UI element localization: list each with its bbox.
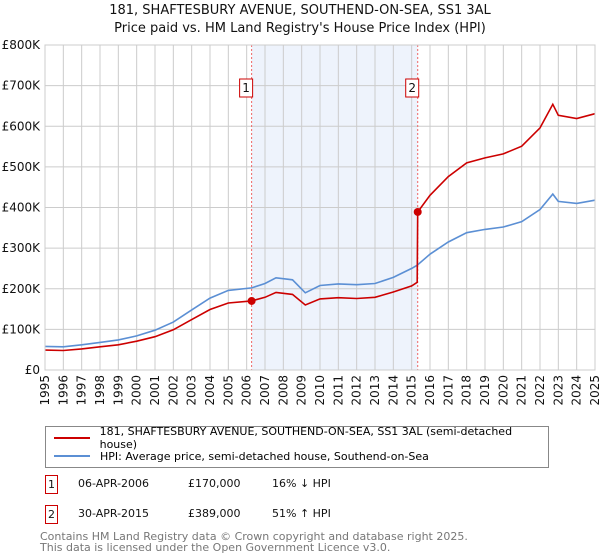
- legend-item-property: 181, SHAFTESBURY AVENUE, SOUTHEND-ON-SEA…: [54, 425, 548, 451]
- price-chart: 1995 1996 1997 1998 1999 2000 2001 2002 2003 2004…: [2, 38, 600, 406]
- transaction-hpi: 51% ↑ HPI: [272, 507, 331, 520]
- x-tick-label: 1999: [111, 375, 125, 406]
- chart-title: 181, SHAFTESBURY AVENUE, SOUTHEND-ON-SEA…: [109, 3, 491, 18]
- series-line: [44, 102, 596, 352]
- x-tick-label: 2018: [460, 375, 474, 406]
- x-tick-label: 2009: [295, 375, 309, 406]
- y-tick-label: £0: [25, 363, 40, 377]
- x-tick-label: 2022: [533, 375, 547, 406]
- y-tick-label: £400K: [2, 201, 42, 215]
- y-tick-label: £600K: [2, 119, 42, 133]
- footer-licence: This data is licensed under the Open Gov…: [40, 541, 391, 554]
- legend-label: 181, SHAFTESBURY AVENUE, SOUTHEND-ON-SEA…: [99, 425, 513, 451]
- x-tick-label: 2013: [368, 375, 382, 406]
- x-tick-label: 1998: [93, 375, 107, 406]
- transaction-date: 30-APR-2015: [78, 507, 150, 520]
- x-tick-label: 2021: [515, 375, 529, 406]
- footer-copyright: Contains HM Land Registry data © Crown c…: [40, 530, 468, 543]
- footer: Contains HM Land Registry data © Crown c…: [40, 531, 468, 553]
- x-tick-label: 2023: [551, 375, 565, 406]
- sale-label-border: [405, 78, 420, 98]
- y-tick-label: £300K: [2, 241, 42, 255]
- x-tick-label: 2020: [496, 375, 510, 406]
- sale-point: [413, 207, 422, 216]
- x-tick-label: 1996: [56, 375, 70, 406]
- x-tick-label: 2016: [423, 375, 437, 406]
- x-tick-label: 1997: [75, 375, 89, 406]
- legend-swatch-red: [54, 437, 90, 439]
- chart-subtitle: Price paid vs. HM Land Registry's House …: [114, 21, 486, 36]
- y-tick-label: £700K: [2, 79, 42, 93]
- x-tick-label: 1995: [38, 375, 52, 406]
- legend-swatch-blue: [54, 455, 90, 457]
- transaction-date: 06-APR-2006: [78, 477, 150, 490]
- transaction-badge: 1: [45, 475, 58, 494]
- x-tick-label: 2008: [276, 375, 290, 406]
- x-tick-label: 2017: [441, 375, 455, 406]
- x-tick-label: 2005: [221, 375, 235, 406]
- transaction-badge: 2: [45, 505, 58, 524]
- y-tick-label: £500K: [2, 160, 42, 174]
- y-tick-label: £200K: [2, 282, 42, 296]
- x-tick-label: 2011: [331, 375, 345, 406]
- series-line: [44, 192, 596, 348]
- sale-label-border: [239, 78, 254, 98]
- legend-item-hpi: HPI: Average price, semi-detached house,…: [54, 448, 429, 464]
- transaction-price: £389,000: [188, 507, 241, 520]
- x-tick-label: 2007: [258, 375, 272, 406]
- x-tick-label: 2015: [405, 375, 419, 406]
- sale-label: 2: [408, 81, 416, 95]
- x-tick-label: 2003: [185, 375, 199, 406]
- x-tick-label: 2002: [166, 375, 180, 406]
- sale-label: 1: [242, 81, 250, 95]
- legend: 181, SHAFTESBURY AVENUE, SOUTHEND-ON-SEA…: [45, 425, 549, 468]
- x-tick-label: 2006: [240, 375, 254, 406]
- x-tick-label: 2000: [130, 375, 144, 406]
- x-tick-label: 2012: [350, 375, 364, 406]
- transaction-hpi: 16% ↓ HPI: [272, 477, 331, 490]
- y-tick-label: £800K: [2, 38, 42, 52]
- x-tick-label: 2024: [570, 375, 584, 406]
- transaction-price: £170,000: [188, 477, 241, 490]
- x-tick-label: 2025: [588, 375, 600, 406]
- plot-frame: [44, 44, 596, 371]
- sale-label-box: 1: [239, 78, 254, 98]
- x-tick-label: 2014: [386, 375, 400, 406]
- sale-label-box: 2: [405, 78, 420, 98]
- x-tick-label: 2019: [478, 375, 492, 406]
- x-tick-label: 2001: [148, 375, 162, 406]
- x-tick-label: 2004: [203, 375, 217, 406]
- x-tick-label: 2010: [313, 375, 327, 406]
- legend-label: HPI: Average price, semi-detached house,…: [100, 449, 429, 463]
- y-tick-label: £100K: [2, 322, 42, 336]
- sale-point: [247, 296, 256, 305]
